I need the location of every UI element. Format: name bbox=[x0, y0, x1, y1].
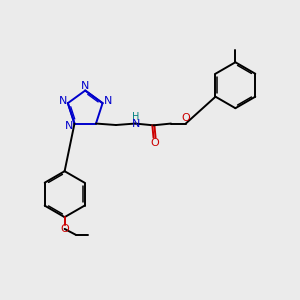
Text: H: H bbox=[132, 112, 140, 122]
Text: O: O bbox=[182, 113, 190, 123]
Text: N: N bbox=[81, 80, 89, 91]
Text: N: N bbox=[132, 119, 140, 129]
Text: O: O bbox=[150, 138, 159, 148]
Text: N: N bbox=[59, 96, 67, 106]
Text: O: O bbox=[60, 224, 69, 234]
Text: N: N bbox=[65, 121, 74, 131]
Text: N: N bbox=[103, 96, 112, 106]
